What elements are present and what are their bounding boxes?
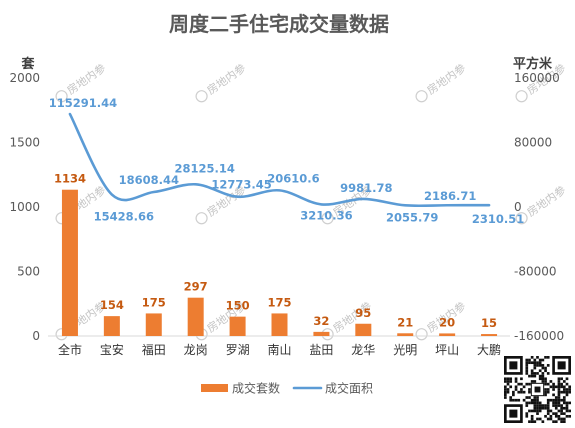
line-value-label: 2186.71: [424, 189, 476, 203]
bar: [313, 331, 330, 336]
bar-value-label: 1134: [54, 172, 86, 186]
line-point: [110, 193, 114, 197]
bar-value-label: 20: [439, 315, 455, 329]
line-value-label: 9981.78: [340, 181, 392, 195]
line-point: [68, 112, 72, 116]
bar-value-label: 95: [355, 306, 371, 320]
left-axis-tick-label: 2000: [9, 71, 40, 85]
line-point: [278, 188, 282, 192]
category-label: 南山: [267, 342, 291, 357]
watermark-logo-icon: [195, 90, 208, 103]
watermark-logo-icon: [515, 212, 528, 225]
bar-value-label: 15: [481, 316, 497, 330]
bar-value-label: 154: [100, 298, 124, 312]
line-value-label: 115291.44: [49, 96, 117, 110]
category-label: 龙华: [351, 343, 375, 357]
category-label: 光明: [393, 343, 417, 357]
category-label: 全市: [58, 342, 82, 357]
qr-code: [504, 356, 571, 423]
bar: [355, 323, 372, 336]
bar-series-units: 1134 154 175 297 150 175 32 95 21 20 15: [54, 172, 497, 336]
line-value-label: 2310.51: [472, 212, 524, 226]
bar: [187, 297, 204, 336]
bar-value-label: 32: [313, 314, 329, 328]
line-value-label: 12773.45: [211, 178, 271, 192]
watermark-text: 房地内参: [524, 183, 568, 220]
watermark-logo-icon: [321, 212, 334, 225]
bar: [229, 316, 246, 336]
legend-label-area: 成交面积: [325, 381, 373, 396]
axes: 0 500 1000 1500 2000 -160000 -80000 0 80000 16000…: [9, 71, 564, 357]
line-value-label: 20610.6: [267, 171, 319, 185]
right-axis-tick-label: 80000: [514, 136, 552, 150]
category-label: 龙岗: [184, 343, 208, 357]
watermark: 房地内参: [415, 61, 468, 103]
line-value-label: 3210.36: [300, 208, 352, 222]
category-label: 盐田: [309, 343, 333, 357]
right-axis-tick-label: -80000: [514, 265, 557, 279]
bar: [397, 333, 414, 336]
bar-value-label: 175: [267, 295, 291, 309]
legend: 成交套数 成交面积: [201, 381, 373, 396]
line-point: [403, 203, 407, 207]
watermark-logo-icon: [515, 90, 528, 103]
line-point: [152, 190, 156, 194]
category-label: 宝安: [100, 342, 124, 357]
right-axis-tick-label: -160000: [514, 329, 564, 343]
bar-value-label: 297: [184, 280, 208, 294]
watermark-logo-icon: [321, 328, 334, 341]
category-label: 坪山: [435, 343, 459, 357]
bar: [61, 189, 78, 336]
bar: [481, 334, 498, 336]
bar-value-label: 175: [142, 295, 166, 309]
right-axis-title: 平方米: [513, 56, 553, 72]
watermark-text: 房地内参: [64, 61, 108, 98]
line-value-label: 28125.14: [174, 161, 234, 175]
left-axis-tick-label: 500: [17, 265, 40, 279]
watermark-logo-icon: [55, 90, 68, 103]
watermark-text: 房地内参: [424, 61, 468, 98]
line-point: [194, 182, 198, 186]
bar-value-label: 21: [397, 315, 413, 329]
right-axis-tick-label: 160000: [514, 71, 560, 85]
bar: [271, 313, 288, 336]
legend-label-units: 成交套数: [232, 381, 280, 396]
bar: [439, 333, 456, 336]
chart-title: 周度二手住宅成交量数据: [169, 12, 389, 36]
line-value-label: 2055.79: [386, 210, 438, 224]
line-point: [361, 197, 365, 201]
watermark-text: 房地内参: [204, 61, 248, 98]
category-label: 大鹏: [477, 343, 501, 357]
legend-swatch-units: [201, 384, 228, 392]
bar: [145, 313, 162, 336]
left-axis-tick-label: 1500: [9, 136, 40, 150]
watermark: 房地内参: [195, 61, 248, 103]
line-point: [319, 202, 323, 206]
line-value-label: 18608.44: [119, 173, 179, 187]
watermark-logo-icon: [195, 212, 208, 225]
bar: [103, 316, 120, 336]
watermark-logo-icon: [415, 90, 428, 103]
bar-value-label: 150: [226, 299, 250, 313]
watermark-logo-icon: [415, 328, 428, 341]
category-label: 福田: [142, 342, 166, 357]
line-point: [445, 203, 449, 207]
category-label: 罗湖: [226, 342, 250, 357]
left-axis-tick-label: 0: [32, 329, 40, 343]
line-point: [236, 195, 240, 199]
line-point: [487, 203, 491, 207]
line-value-label: 15428.66: [94, 210, 154, 224]
right-axis-tick-label: 0: [514, 200, 522, 214]
left-axis-title: 套: [20, 56, 35, 72]
area-series-line: [68, 112, 491, 208]
left-axis-tick-label: 1000: [9, 200, 40, 214]
